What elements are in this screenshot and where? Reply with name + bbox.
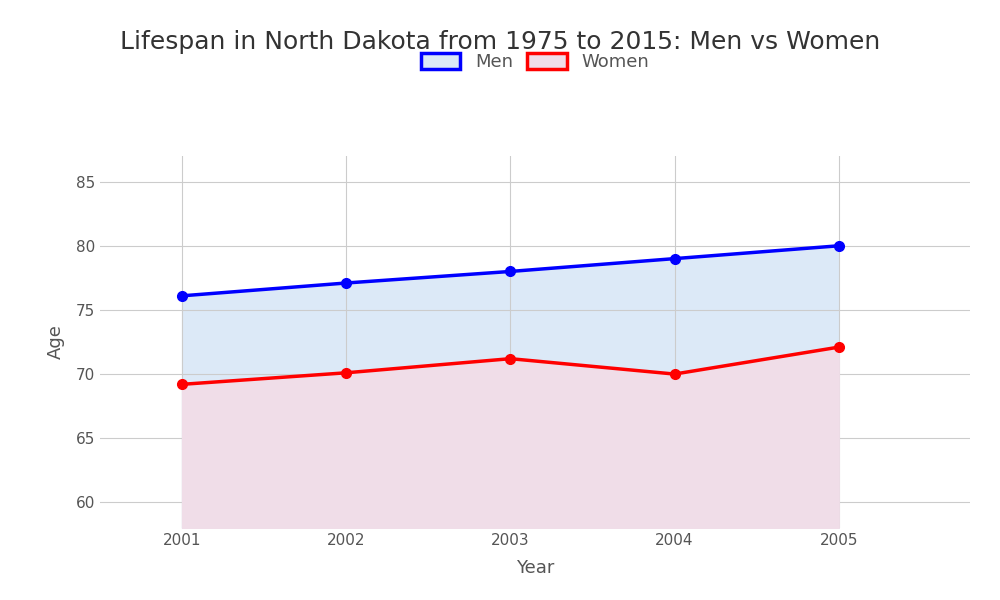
Legend: Men, Women: Men, Women	[414, 46, 656, 79]
X-axis label: Year: Year	[516, 559, 554, 577]
Y-axis label: Age: Age	[47, 325, 65, 359]
Text: Lifespan in North Dakota from 1975 to 2015: Men vs Women: Lifespan in North Dakota from 1975 to 20…	[120, 30, 880, 54]
